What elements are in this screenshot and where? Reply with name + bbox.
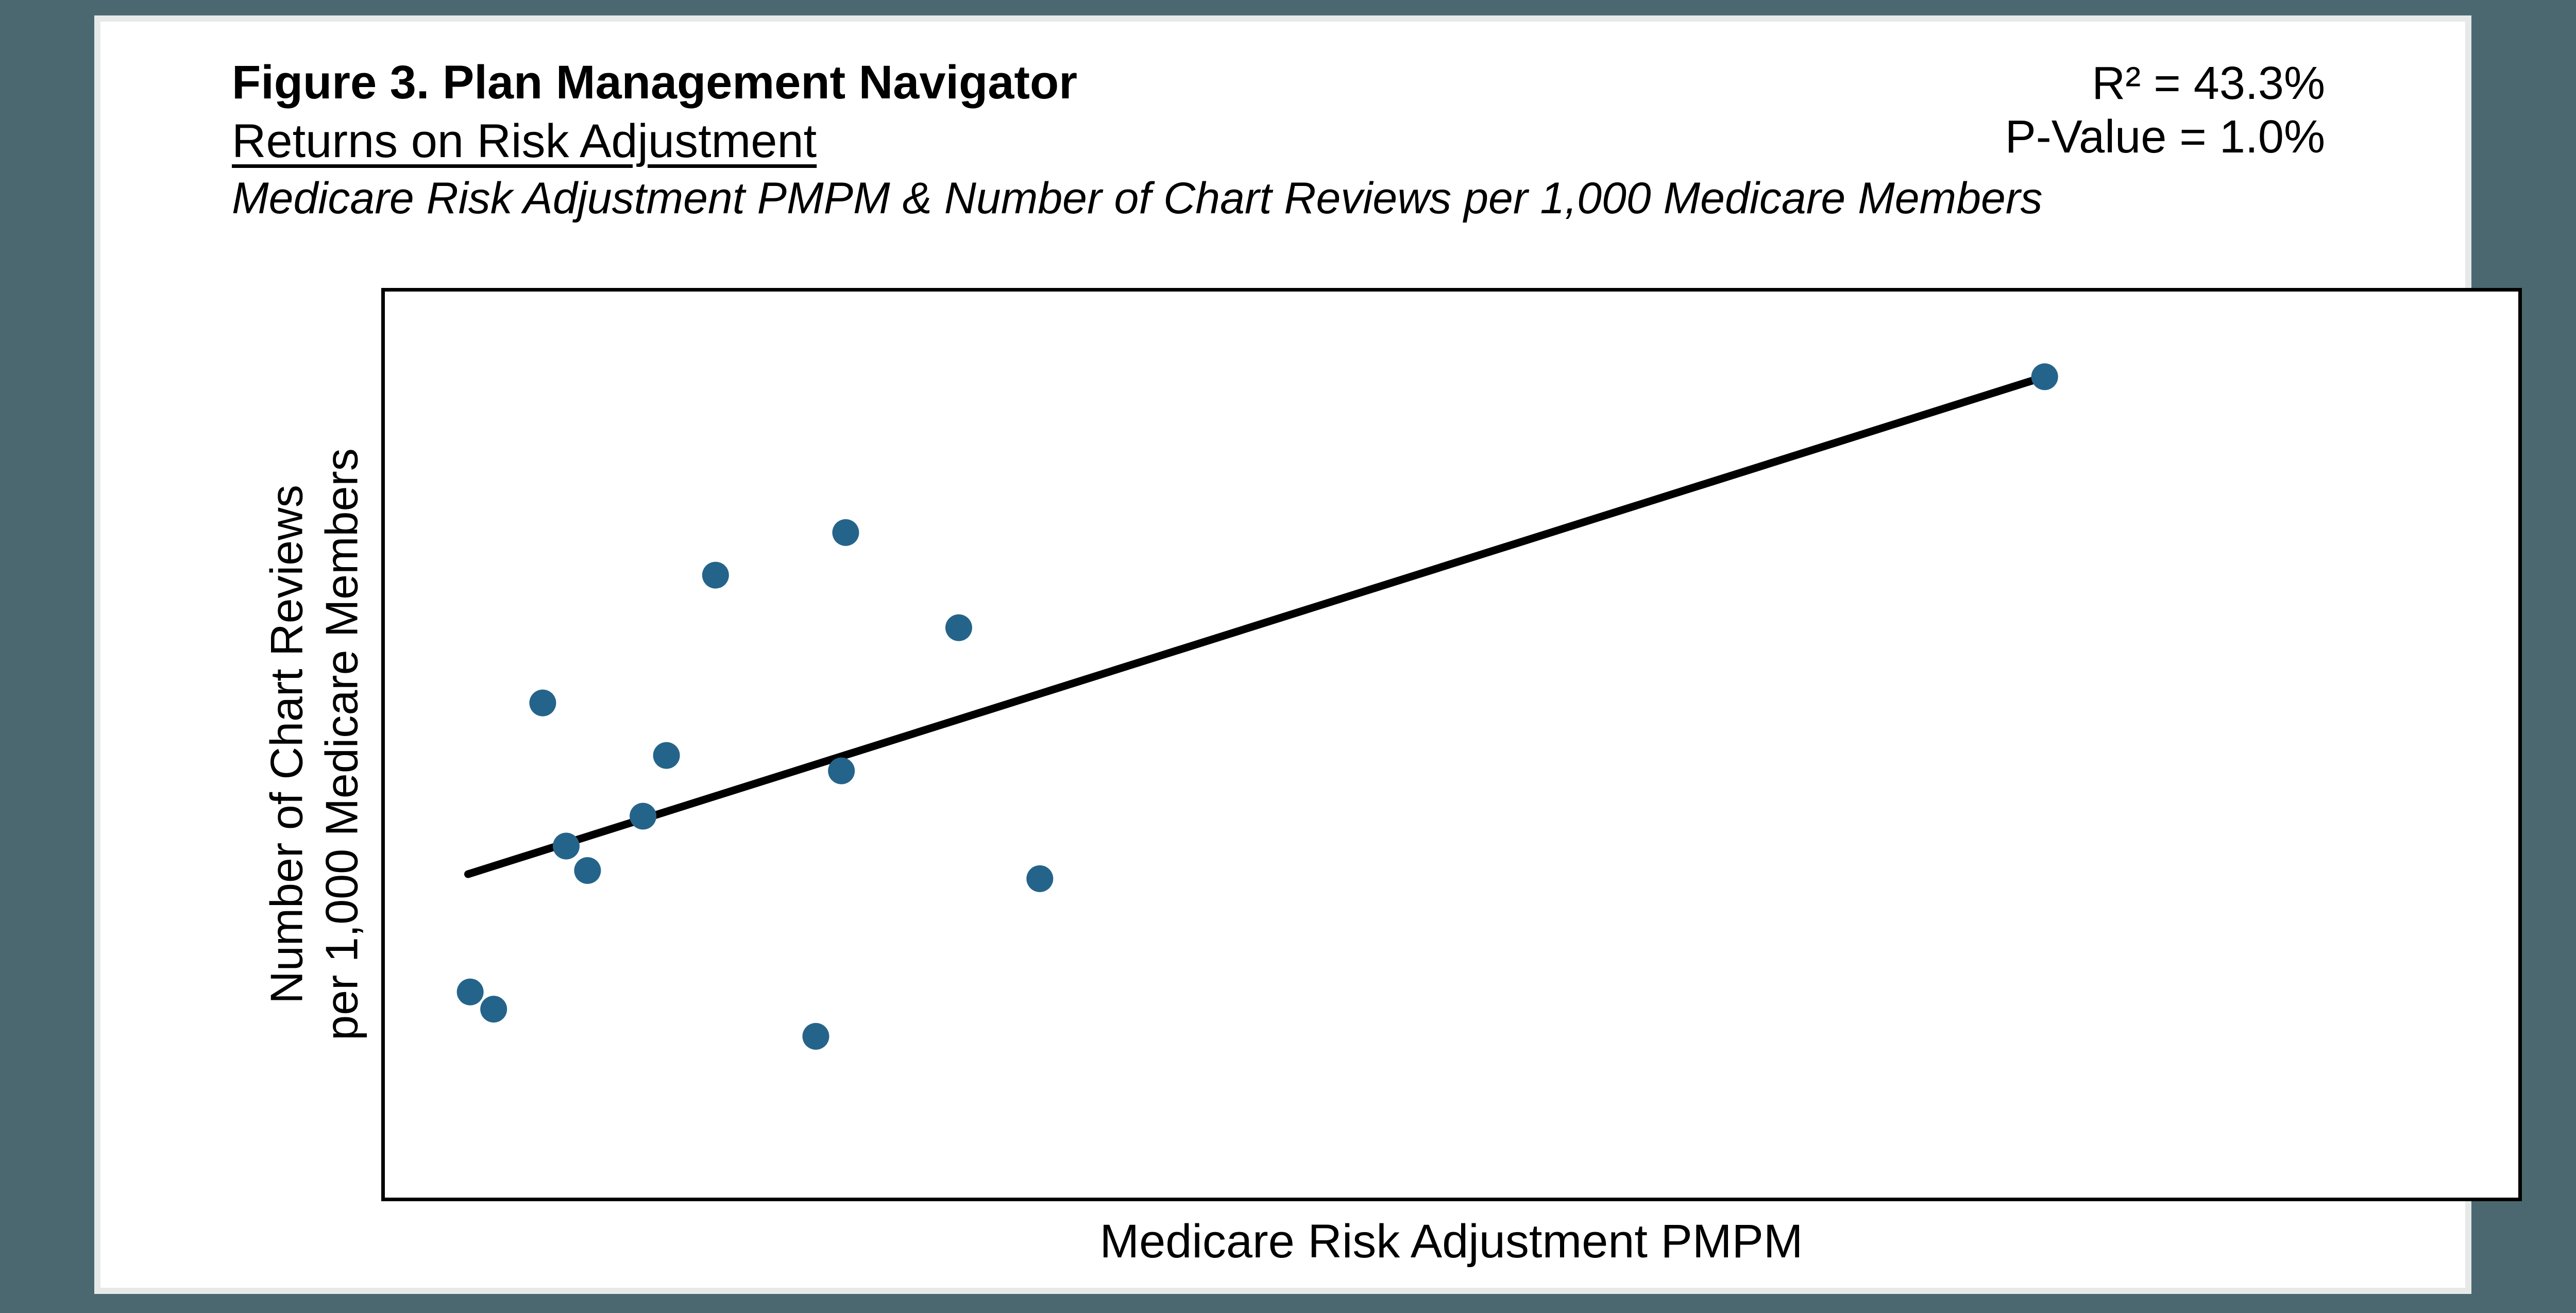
r-squared-value: R² = 43.3%: [2092, 58, 2325, 109]
figure-title: Figure 3. Plan Management Navigator: [232, 56, 1078, 109]
figure-tagline: Medicare Risk Adjustment PMPM & Number o…: [232, 174, 2043, 223]
data-point: [529, 689, 556, 717]
y-axis-label: Number of Chart Reviews per 1,000 Medica…: [259, 448, 370, 1040]
data-point: [574, 857, 601, 884]
data-point: [802, 1022, 829, 1050]
data-point: [2031, 363, 2058, 390]
y-axis-label-line1: Number of Chart Reviews: [261, 485, 312, 1004]
figure-panel: Figure 3. Plan Management Navigator Retu…: [94, 15, 2522, 1294]
data-point: [456, 978, 484, 1005]
scatter-plot: [456, 363, 2058, 1050]
data-point: [832, 519, 859, 546]
y-axis-label-line2: per 1,000 Medicare Members: [316, 448, 367, 1041]
data-point: [480, 996, 507, 1023]
p-value: P-Value = 1.0%: [2005, 111, 2325, 163]
data-point: [630, 803, 657, 830]
x-axis-label: Medicare Risk Adjustment PMPM: [1099, 1215, 1803, 1268]
figure-subtitle: Returns on Risk Adjustment: [232, 115, 817, 167]
data-point: [945, 614, 972, 641]
data-point: [1026, 865, 1054, 892]
data-point: [552, 832, 580, 860]
data-point: [828, 757, 855, 785]
stats-block: R² = 43.3% P-Value = 1.0%: [2005, 57, 2325, 164]
data-point: [702, 561, 729, 589]
plot-area: [381, 288, 2522, 1201]
data-point: [653, 742, 680, 769]
trend-line: [464, 372, 2049, 878]
